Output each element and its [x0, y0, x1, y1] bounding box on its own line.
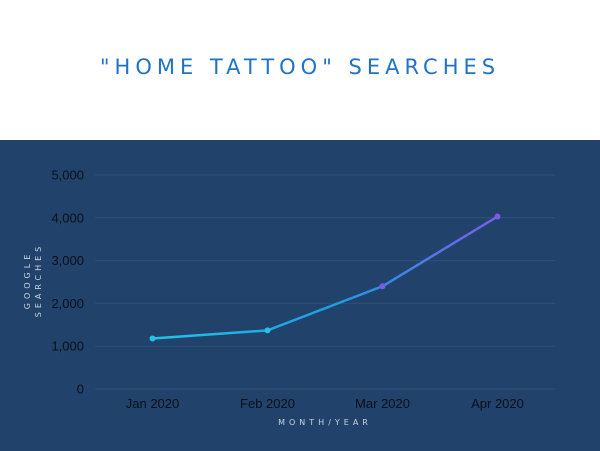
y-axis-title-line-2: SEARCHES: [34, 243, 43, 318]
line-chart: 0 1,000 2,000 3,000 4,000 5,000 Jan 2020 Feb 2…: [23, 168, 555, 427]
series-line: [151, 215, 499, 340]
y-tick-label: 1,000: [51, 339, 84, 354]
x-tick-label: Mar 2020: [355, 396, 410, 411]
y-axis-ticks: 0 1,000 2,000 3,000 4,000 5,000: [51, 168, 84, 397]
chart-panel: [0, 140, 600, 451]
y-axis-title-line-1: GOOGLE: [23, 251, 32, 310]
x-tick-label: Jan 2020: [126, 396, 180, 411]
series: [149, 213, 501, 342]
data-point: [494, 213, 501, 220]
data-point: [149, 335, 156, 342]
x-tick-label: Apr 2020: [471, 396, 524, 411]
x-axis-title: MONTH/YEAR: [278, 418, 372, 427]
y-tick-label: 4,000: [51, 210, 84, 225]
x-axis-ticks: Jan 2020 Feb 2020 Mar 2020 Apr 2020: [126, 396, 524, 411]
x-tick-label: Feb 2020: [240, 396, 295, 411]
header: "HOME TATTOO" SEARCHES: [0, 0, 600, 140]
gridlines: [95, 174, 555, 390]
y-tick-label: 2,000: [51, 296, 84, 311]
chart-title: "HOME TATTOO" SEARCHES: [99, 55, 501, 79]
data-point: [379, 283, 386, 290]
data-point: [264, 327, 271, 334]
y-tick-label: 3,000: [51, 253, 84, 268]
y-tick-label: 0: [77, 382, 84, 397]
y-tick-label: 5,000: [51, 168, 84, 183]
